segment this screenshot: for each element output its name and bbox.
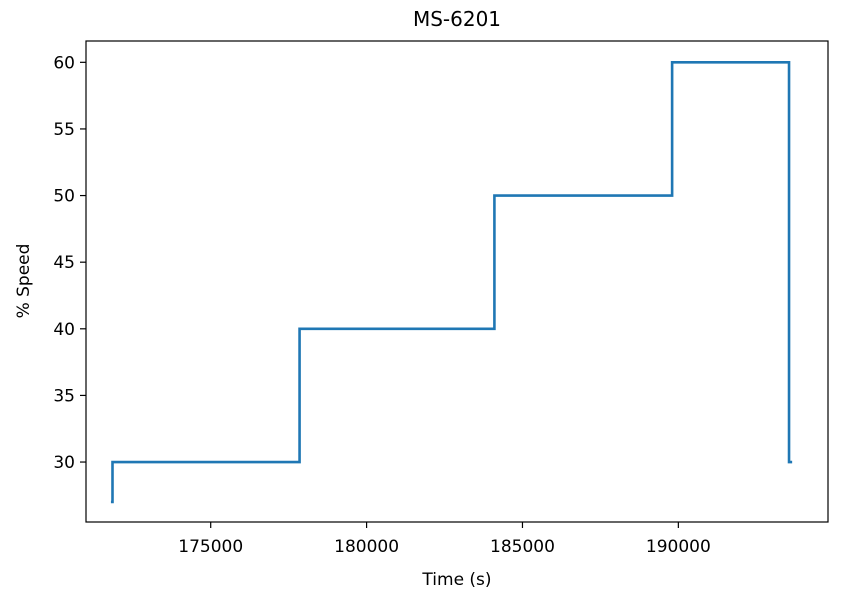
speed-series-line [110, 61, 793, 504]
x-axis: 175000 180000 185000 190000 [178, 522, 711, 557]
y-tick-label: 60 [53, 53, 75, 73]
x-tick-label: 185000 [490, 537, 555, 557]
plot-area [110, 61, 793, 504]
y-tick-label: 45 [53, 253, 75, 273]
x-tick-label: 175000 [178, 537, 243, 557]
x-tick-label: 180000 [334, 537, 399, 557]
y-tick-label: 30 [53, 453, 75, 473]
y-tick-label: 40 [53, 320, 75, 340]
y-axis-label: % Speed [14, 244, 34, 319]
x-axis-label: Time (s) [421, 570, 491, 590]
y-tick-label: 35 [53, 386, 75, 406]
x-tick-label: 190000 [646, 537, 711, 557]
y-tick-label: 50 [53, 187, 75, 207]
chart-title: MS-6201 [413, 7, 501, 31]
plot-frame [85, 40, 829, 523]
y-axis: 30 35 40 45 50 55 60 [53, 53, 86, 473]
y-tick-label: 55 [53, 120, 75, 140]
